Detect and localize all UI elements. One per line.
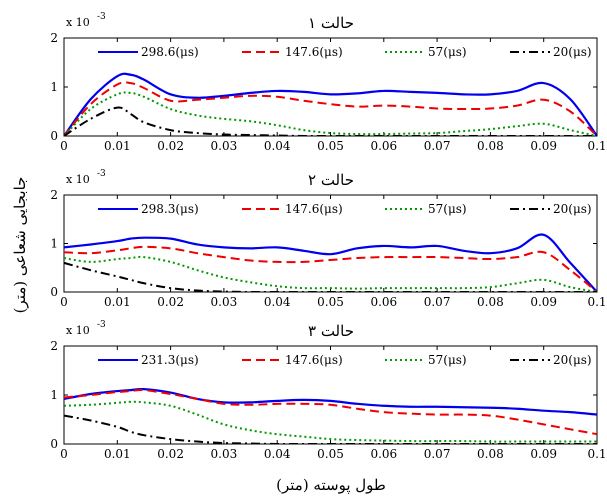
series-line-dashed — [64, 388, 597, 436]
y-tick-label: 2 — [50, 188, 58, 202]
x-tick-label: 0.05 — [317, 139, 344, 153]
panels: حالت ۱ x 10 -3 0 0.01 0.02 0.03 0.04 0.05 0.06 0.0… — [50, 12, 606, 461]
legend-label: 298.3(μs) — [141, 202, 199, 216]
x-tick-label: 0.04 — [264, 139, 291, 153]
panel-3: حالت ۳ x 10 -3 0 0.01 0.02 0.03 0.04 0.05 0.06 0.0… — [50, 320, 606, 461]
panel-2: حالت ۲ x 10 -3 0 0.01 0.02 0.03 0.04 0.05 0.06 0.0… — [50, 169, 606, 309]
x-tick-label: 0.05 — [317, 295, 344, 309]
legend: 298.3(μs) 147.6(μs) 57(μs) 20(μs) — [98, 202, 592, 216]
x-tick-label: 0 — [60, 447, 68, 461]
x-tick-label: 0.09 — [530, 295, 557, 309]
series-line-solid — [64, 233, 597, 292]
series-line-dashed — [64, 245, 597, 292]
y-tick-label: 1 — [50, 388, 58, 402]
exponent-power: -3 — [97, 12, 106, 22]
series-line-solid — [64, 72, 597, 136]
x-tick-label: 0.02 — [157, 139, 184, 153]
y-tick-label: 2 — [50, 339, 58, 353]
x-tick-label: 0.03 — [211, 447, 238, 461]
x-axis-label: طول پوسته (متر) — [276, 476, 386, 494]
x-tick-label: 0.09 — [530, 139, 557, 153]
x-tick-label: 0.03 — [211, 295, 238, 309]
legend-label: 57(μs) — [428, 45, 467, 59]
exponent-label: x 10 — [66, 324, 90, 337]
legend-label: 147.6(μs) — [285, 202, 343, 216]
x-tick-label: 0.03 — [211, 139, 238, 153]
legend: 298.6(μs) 147.6(μs) 57(μs) 20(μs) — [98, 45, 592, 59]
x-tick-label: 0.09 — [530, 447, 557, 461]
y-tick-label: 1 — [50, 237, 58, 251]
legend-label: 20(μs) — [553, 202, 592, 216]
x-tick-label: 0.08 — [477, 139, 504, 153]
x-tick-label: 0.01 — [104, 447, 131, 461]
x-tick-label: 0.07 — [424, 139, 451, 153]
x-tick-label: 0.05 — [317, 447, 344, 461]
y-axis-label: جابجایی شعاعی (متر) — [11, 177, 29, 314]
legend-label: 298.6(μs) — [141, 45, 199, 59]
legend-label: 147.6(μs) — [285, 353, 343, 367]
x-tick-label: 0.06 — [370, 139, 397, 153]
x-tick-label: 0.1 — [587, 447, 606, 461]
x-tick-label: 0.06 — [370, 447, 397, 461]
x-tick-label: 0.01 — [104, 295, 131, 309]
x-tick-label: 0.1 — [587, 139, 606, 153]
x-tick-label: 0 — [60, 139, 68, 153]
y-tick-label: 1 — [50, 80, 58, 94]
x-tick-label: 0.08 — [477, 295, 504, 309]
legend-label: 57(μs) — [428, 202, 467, 216]
series-line-dotted — [64, 91, 597, 136]
x-tick-label: 0.07 — [424, 447, 451, 461]
x-tick-label: 0.06 — [370, 295, 397, 309]
legend-label: 57(μs) — [428, 353, 467, 367]
x-tick-label: 0.04 — [264, 447, 291, 461]
x-tick-label: 0.1 — [587, 295, 606, 309]
y-tick-label: 0 — [50, 437, 58, 451]
series-line-dotted — [64, 255, 597, 292]
y-tick-label: 0 — [50, 129, 58, 143]
exponent-label: x 10 — [66, 173, 90, 186]
x-tick-label: 0.07 — [424, 295, 451, 309]
legend-label: 20(μs) — [553, 353, 592, 367]
x-tick-label: 0.02 — [157, 295, 184, 309]
x-tick-label: 0.01 — [104, 139, 131, 153]
legend: 231.3(μs) 147.6(μs) 57(μs) 20(μs) — [98, 353, 592, 367]
panel-title: حالت ۲ — [308, 171, 354, 189]
panel-1: حالت ۱ x 10 -3 0 0.01 0.02 0.03 0.04 0.05 0.06 0.0… — [50, 12, 606, 153]
exponent-power: -3 — [97, 320, 106, 330]
exponent-power: -3 — [97, 169, 106, 179]
legend-label: 20(μs) — [553, 45, 592, 59]
x-tick-label: 0.04 — [264, 295, 291, 309]
y-tick-label: 0 — [50, 285, 58, 299]
series-line-dashdot — [64, 106, 597, 136]
exponent-label: x 10 — [66, 16, 90, 29]
panel-title: حالت ۳ — [308, 322, 354, 340]
series-line-dashed — [64, 81, 597, 136]
y-tick-label: 2 — [50, 31, 58, 45]
x-tick-label: 0.02 — [157, 447, 184, 461]
legend-label: 147.6(μs) — [285, 45, 343, 59]
x-tick-label: 0 — [60, 295, 68, 309]
legend-label: 231.3(μs) — [141, 353, 199, 367]
x-tick-label: 0.08 — [477, 447, 504, 461]
panel-title: حالت ۱ — [308, 14, 354, 32]
